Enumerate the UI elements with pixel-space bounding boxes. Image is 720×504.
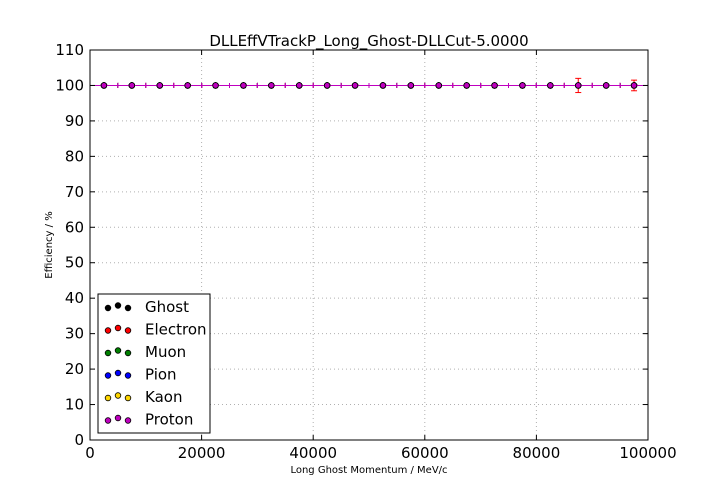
legend-marker bbox=[104, 349, 112, 357]
data-point bbox=[463, 82, 470, 89]
data-point bbox=[519, 82, 526, 89]
y-tick-label: 70 bbox=[65, 183, 84, 201]
legend-marker bbox=[114, 369, 122, 377]
legend-marker bbox=[114, 302, 122, 309]
legend-frame bbox=[97, 293, 211, 434]
data-point bbox=[630, 82, 638, 89]
chart-title: DLLEffVTrackP_Long_Ghost-DLLCut-5.0000 bbox=[209, 32, 528, 51]
x-tick-label: 100000 bbox=[619, 444, 676, 462]
y-tick-label: 60 bbox=[65, 218, 84, 236]
data-points bbox=[89, 77, 649, 94]
legend-marker bbox=[104, 394, 112, 402]
legend-marker bbox=[124, 394, 132, 402]
series-proton bbox=[89, 82, 649, 89]
legend-marker bbox=[114, 392, 122, 399]
legend-marker bbox=[114, 347, 122, 354]
x-axis-label: Long Ghost Momentum / MeV/c bbox=[290, 465, 447, 476]
y-tick-label: 20 bbox=[65, 360, 84, 378]
data-point bbox=[156, 82, 163, 89]
x-tick-label: 40000 bbox=[289, 444, 337, 462]
legend-marker bbox=[104, 304, 112, 312]
legend-marker bbox=[114, 414, 122, 422]
legend-label: Muon bbox=[145, 343, 186, 361]
data-point bbox=[212, 82, 219, 89]
data-point bbox=[128, 82, 136, 89]
legend-label: Pion bbox=[145, 366, 177, 384]
legend-label: Ghost bbox=[145, 298, 189, 316]
legend-marker bbox=[124, 327, 132, 334]
y-tick-label: 0 bbox=[74, 431, 84, 449]
data-point bbox=[407, 82, 415, 89]
grid-lines bbox=[90, 50, 648, 440]
y-tick-label: 80 bbox=[65, 147, 84, 165]
legend-marker bbox=[104, 327, 112, 334]
data-point bbox=[296, 82, 303, 89]
data-point bbox=[547, 82, 554, 89]
legend-label: Proton bbox=[145, 411, 193, 429]
legend-entry-kaon: Kaon bbox=[104, 388, 182, 406]
data-point bbox=[435, 82, 442, 89]
plot-frame bbox=[89, 49, 649, 441]
legend-marker bbox=[104, 372, 112, 379]
legend-marker bbox=[124, 349, 132, 357]
data-point bbox=[184, 82, 191, 89]
data-point bbox=[379, 82, 387, 89]
data-point bbox=[323, 82, 331, 89]
legend-entry-ghost: Ghost bbox=[104, 298, 189, 316]
legend-marker bbox=[104, 417, 112, 424]
legend-marker bbox=[114, 324, 122, 332]
legend-marker bbox=[124, 304, 132, 312]
y-tick-label: 50 bbox=[65, 254, 84, 272]
axis-ticks: 0 20000 40000 60000 80000 100000 0 10 20 30 40 50 60… bbox=[55, 41, 676, 462]
legend-marker bbox=[124, 372, 132, 379]
y-tick-label: 40 bbox=[65, 289, 84, 307]
data-point bbox=[491, 82, 498, 89]
x-tick-label: 60000 bbox=[401, 444, 449, 462]
y-tick-label: 110 bbox=[55, 41, 84, 59]
data-point bbox=[100, 82, 108, 89]
y-axis-label: Efficiency / % bbox=[44, 211, 55, 278]
x-tick-label: 80000 bbox=[513, 444, 561, 462]
x-tick-label: 20000 bbox=[178, 444, 226, 462]
legend: Ghost Electron Muon Pion Kaon Proton bbox=[97, 293, 211, 434]
legend-entry-proton: Proton bbox=[104, 411, 193, 429]
data-point bbox=[268, 82, 275, 89]
data-point bbox=[575, 82, 582, 89]
y-tick-label: 10 bbox=[65, 396, 84, 414]
legend-marker bbox=[124, 417, 132, 424]
legend-entry-pion: Pion bbox=[104, 366, 177, 384]
legend-label: Kaon bbox=[145, 388, 182, 406]
legend-entry-muon: Muon bbox=[104, 343, 186, 361]
data-point bbox=[351, 82, 359, 89]
data-point bbox=[602, 82, 610, 89]
x-tick-label: 0 bbox=[85, 444, 95, 462]
y-tick-label: 30 bbox=[65, 325, 84, 343]
legend-entry-electron: Electron bbox=[104, 321, 207, 339]
y-tick-label: 90 bbox=[65, 112, 84, 130]
data-point bbox=[240, 82, 247, 89]
legend-label: Electron bbox=[145, 321, 207, 339]
y-tick-label: 100 bbox=[55, 76, 84, 94]
